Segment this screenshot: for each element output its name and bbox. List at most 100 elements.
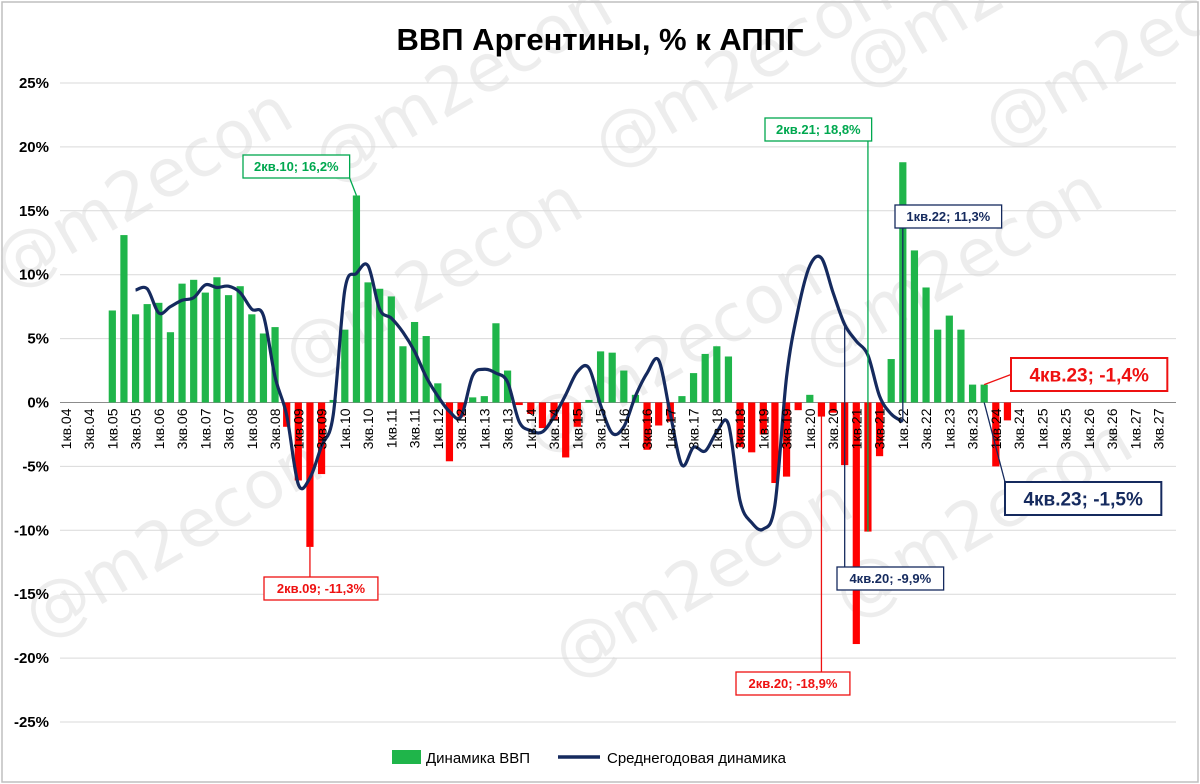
annotation-box bbox=[1004, 481, 1163, 516]
annotation-leader bbox=[983, 373, 1012, 386]
gdp-bar bbox=[294, 402, 302, 481]
x-tick-label: 1кв.10 bbox=[337, 408, 353, 449]
x-tick-label: 1кв.15 bbox=[569, 408, 585, 449]
x-tick-label: 3кв.13 bbox=[500, 408, 516, 449]
y-tick-label: 20% bbox=[19, 139, 49, 156]
annotation-label: 4кв.20; -9,9% bbox=[849, 571, 931, 586]
annotation-label: 2кв.10; 16,2% bbox=[254, 159, 339, 174]
gdp-bar bbox=[538, 402, 547, 429]
gdp-bar bbox=[329, 399, 337, 403]
x-tick-label: 1кв.22 bbox=[895, 408, 911, 449]
gdp-bar bbox=[224, 295, 233, 403]
y-tick-label: 5% bbox=[27, 331, 49, 348]
gdp-bar bbox=[364, 282, 372, 403]
gdp-bar bbox=[201, 292, 209, 403]
annotation-box bbox=[1010, 357, 1169, 392]
legend: Динамика ВВП Среднегодовая динамика bbox=[392, 750, 787, 767]
x-tick-label: 3кв.22 bbox=[918, 408, 934, 449]
x-axis: 1кв.04 3кв.04 1кв.05 3кв.05 1кв.06 3кв.06 1кв.… bbox=[58, 408, 1167, 449]
x-tick-label: 3кв.26 bbox=[1104, 408, 1120, 449]
gdp-bar bbox=[166, 332, 175, 403]
gdp-bar bbox=[573, 402, 581, 427]
x-tick-label: 1кв.19 bbox=[755, 408, 771, 449]
annotation-leader bbox=[983, 402, 1006, 483]
gridlines bbox=[60, 82, 1176, 723]
annotation-box bbox=[764, 117, 873, 142]
y-tick-label: 10% bbox=[19, 267, 49, 284]
gdp-bar bbox=[492, 323, 500, 403]
gdp-bar bbox=[934, 329, 942, 403]
gdp-bar bbox=[724, 356, 733, 403]
chart-title: ВВП Аргентины, % к АППГ bbox=[397, 22, 804, 57]
gdp-bar bbox=[422, 336, 430, 403]
x-tick-label: 3кв.06 bbox=[174, 408, 190, 449]
gdp-bar bbox=[910, 250, 919, 403]
gdp-bar bbox=[992, 402, 1000, 467]
annotation-box bbox=[263, 576, 379, 601]
annotation-label: 2кв.09; -11,3% bbox=[277, 581, 366, 596]
x-tick-label: 1кв.17 bbox=[662, 408, 678, 449]
x-tick-label: 1кв.25 bbox=[1034, 408, 1050, 449]
y-tick-label: -10% bbox=[14, 522, 49, 539]
gdp-bar bbox=[399, 346, 407, 403]
x-tick-label: 3кв.12 bbox=[453, 408, 469, 449]
gdp-bar bbox=[480, 396, 488, 403]
gdp-bar bbox=[317, 402, 326, 475]
y-tick-label: -25% bbox=[14, 714, 49, 731]
gdp-bar bbox=[678, 396, 686, 403]
annotation-box bbox=[735, 671, 851, 696]
annotation-box bbox=[836, 566, 945, 591]
x-tick-label: 1кв.13 bbox=[476, 408, 492, 449]
annotation-box bbox=[242, 154, 351, 179]
x-tick-label: 3кв.15 bbox=[593, 408, 609, 449]
gdp-bar bbox=[190, 279, 198, 403]
x-tick-label: 3кв.19 bbox=[779, 408, 795, 449]
gdp-bar bbox=[457, 402, 465, 417]
x-tick-label: 1кв.07 bbox=[197, 408, 213, 449]
x-tick-label: 3кв.20 bbox=[825, 408, 841, 449]
gdp-bar bbox=[713, 346, 721, 403]
gdp-bar bbox=[806, 394, 814, 403]
x-tick-label: 3кв.24 bbox=[1011, 408, 1027, 449]
x-tick-label: 3кв.25 bbox=[1058, 408, 1074, 449]
gdp-bar bbox=[248, 314, 256, 403]
x-tick-label: 3кв.18 bbox=[732, 408, 748, 449]
gdp-bar bbox=[771, 402, 779, 484]
gdp-bar bbox=[980, 384, 988, 403]
x-tick-label: 3кв.27 bbox=[1151, 408, 1167, 449]
x-tick-label: 3кв.11 bbox=[407, 408, 423, 448]
x-tick-label: 3кв.23 bbox=[965, 408, 981, 449]
gdp-bar bbox=[608, 352, 616, 403]
gdp-bar bbox=[410, 321, 419, 403]
gdp-bar bbox=[968, 384, 977, 403]
gdp-bar bbox=[562, 402, 570, 458]
annotation-label: 2кв.20; -18,9% bbox=[748, 676, 837, 691]
gdp-bar bbox=[515, 402, 523, 406]
x-tick-label: 1кв.12 bbox=[430, 408, 446, 449]
gdp-bar bbox=[748, 402, 756, 453]
annotation-box bbox=[894, 204, 1003, 229]
x-tick-label: 1кв.24 bbox=[988, 408, 1004, 449]
annotation-label: 2кв.21; 18,8% bbox=[776, 122, 861, 137]
x-tick-label: 1кв.23 bbox=[941, 408, 957, 449]
y-tick-label: -5% bbox=[22, 458, 49, 475]
annotation-leader bbox=[349, 177, 358, 196]
annotation-label: 4кв.23; -1,4% bbox=[1029, 365, 1149, 386]
gdp-bar bbox=[620, 370, 628, 403]
gdp-bar bbox=[527, 402, 535, 415]
x-tick-label: 1кв.06 bbox=[151, 408, 167, 449]
gdp-bar bbox=[817, 402, 826, 417]
gdp-bar bbox=[655, 402, 663, 426]
gdp-bar bbox=[957, 329, 965, 403]
gdp-bar bbox=[469, 397, 477, 403]
gdp-bar bbox=[701, 353, 709, 403]
gdp-bar bbox=[782, 402, 791, 477]
x-tick-label: 1кв.26 bbox=[1081, 408, 1097, 449]
x-tick-label: 3кв.17 bbox=[686, 408, 702, 449]
x-tick-label: 3кв.21 bbox=[872, 408, 888, 449]
gdp-bar bbox=[1003, 402, 1012, 421]
x-tick-label: 3кв.09 bbox=[314, 408, 330, 449]
gdp-bar bbox=[829, 402, 837, 413]
x-tick-label: 1кв.08 bbox=[244, 408, 260, 449]
